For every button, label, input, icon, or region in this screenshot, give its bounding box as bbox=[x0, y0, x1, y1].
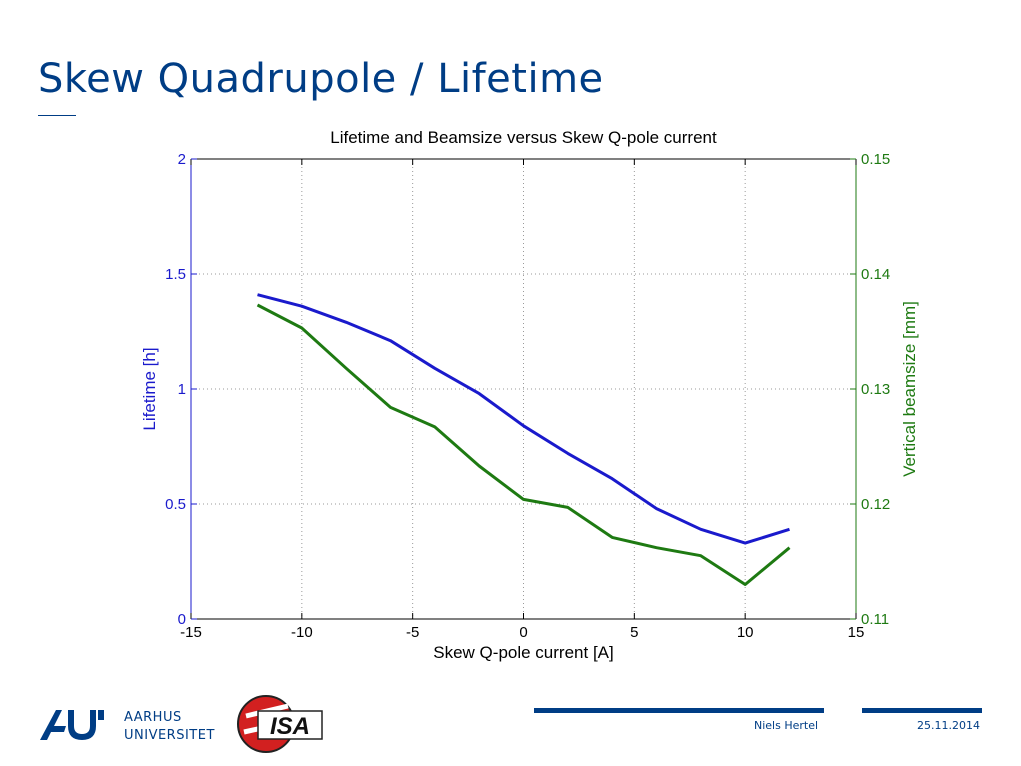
y-left-tick-label: 1.5 bbox=[165, 266, 186, 283]
y-right-tick-label: 0.15 bbox=[861, 151, 890, 168]
lifetime-beamsize-chart: -15 -10 -5 0 5 10 15 0 0.5 1 1.5 2 0.11 0.12 0.13 0.14 0… bbox=[140, 128, 919, 662]
x-tick-label: -5 bbox=[406, 624, 419, 641]
footer-bar-left bbox=[534, 708, 824, 713]
y-left-tick-label: 1 bbox=[178, 381, 186, 398]
aarhus-university-logo-icon bbox=[40, 710, 104, 740]
university-name-line2: UNIVERSITET bbox=[124, 728, 215, 743]
x-axis-label: Skew Q-pole current [A] bbox=[433, 643, 613, 662]
x-tick-label: 10 bbox=[737, 624, 754, 641]
title-underline bbox=[38, 115, 76, 116]
y-left-tick-label: 0.5 bbox=[165, 496, 186, 513]
y-left-tick-label: 2 bbox=[178, 151, 186, 168]
y-right-tick-label: 0.13 bbox=[861, 381, 890, 398]
university-name: AARHUS UNIVERSITET bbox=[124, 709, 215, 745]
y-left-tick-label: 0 bbox=[178, 611, 186, 628]
x-tick-label: -10 bbox=[291, 624, 313, 641]
isa-logo: ISA bbox=[237, 695, 323, 753]
series-line-lifetime bbox=[257, 293, 790, 545]
footer-bar-right bbox=[862, 708, 982, 713]
slide-title: Skew Quadrupole / Lifetime bbox=[38, 56, 604, 102]
y-right-tick-label: 0.11 bbox=[861, 611, 889, 628]
y-right-tick-label: 0.14 bbox=[861, 266, 890, 283]
isa-logo-text: ISA bbox=[270, 713, 310, 740]
chart-title: Lifetime and Beamsize versus Skew Q-pole… bbox=[330, 128, 717, 147]
x-tick-label: -15 bbox=[180, 624, 202, 641]
y-left-axis-label: Lifetime [h] bbox=[140, 347, 159, 430]
series-line-vertical-beamsize bbox=[256, 303, 791, 586]
footer-author: Niels Hertel bbox=[754, 719, 819, 732]
footer-date: 25.11.2014 bbox=[917, 719, 980, 732]
x-tick-label: 0 bbox=[519, 624, 527, 641]
x-tick-label: 15 bbox=[848, 624, 865, 641]
y-right-tick-label: 0.12 bbox=[861, 496, 890, 513]
x-tick-label: 5 bbox=[630, 624, 638, 641]
university-name-line1: AARHUS bbox=[124, 710, 182, 725]
y-right-axis-label: Vertical beamsize [mm] bbox=[900, 301, 919, 477]
